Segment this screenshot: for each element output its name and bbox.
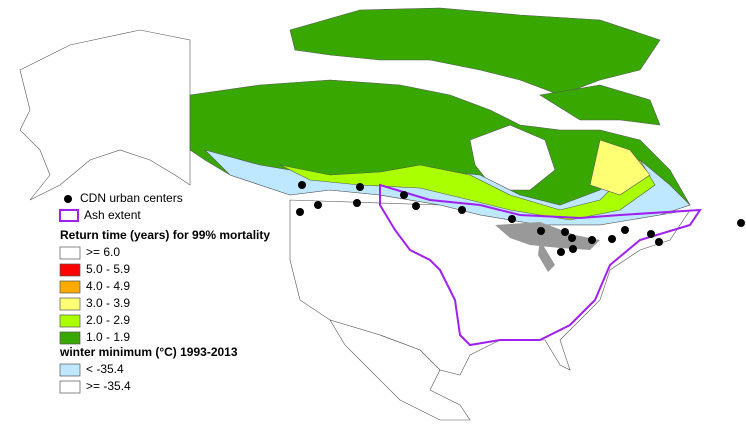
legend-label: 1.0 - 1.9 [86,330,130,344]
urban-center [561,228,569,236]
urban-center [298,181,306,189]
legend-swatch [59,380,81,394]
legend-label: >= -35.4 [86,379,131,393]
legend-swatch [59,314,81,328]
legend-label: Ash extent [84,208,141,222]
legend-label: 2.0 - 2.9 [86,313,130,327]
basemap [19,7,702,421]
legend-swatch [59,297,81,311]
urban-center [737,219,745,227]
legend-label: >= 6.0 [86,245,120,259]
urban-center [621,226,629,234]
urban-center [314,201,322,209]
urban-center [458,206,466,214]
legend-swatch [59,363,81,377]
legend: CDN urban centers Ash extent Return time… [59,191,270,394]
legend-label: 3.0 - 3.9 [86,296,130,310]
urban-center [356,183,364,191]
urban-center [508,215,516,223]
legend-swatch [59,331,81,345]
legend-label: 4.0 - 4.9 [86,279,130,293]
legend-label: 5.0 - 5.9 [86,262,130,276]
legend-title: winter minimum (°C) 1993-2013 [59,345,238,359]
urban-center [647,230,655,238]
urban-center [608,235,616,243]
legend-title: Return time (years) for 99% mortality [60,228,270,242]
legend-dot [64,195,72,203]
urban-center [400,191,408,199]
urban-center [655,238,663,246]
legend-ash-swatch [59,209,79,222]
urban-center [412,202,420,210]
legend-swatch [59,280,81,294]
urban-center [568,234,576,242]
urban-center [557,248,565,256]
urban-center [537,227,545,235]
legend-swatch [59,246,81,260]
urban-centers [296,181,745,256]
legend-label: CDN urban centers [80,191,183,205]
urban-center [588,236,596,244]
legend-swatch [59,263,81,277]
legend-label: < -35.4 [86,362,124,376]
urban-center [569,245,577,253]
urban-center [353,199,361,207]
urban-center [296,208,304,216]
